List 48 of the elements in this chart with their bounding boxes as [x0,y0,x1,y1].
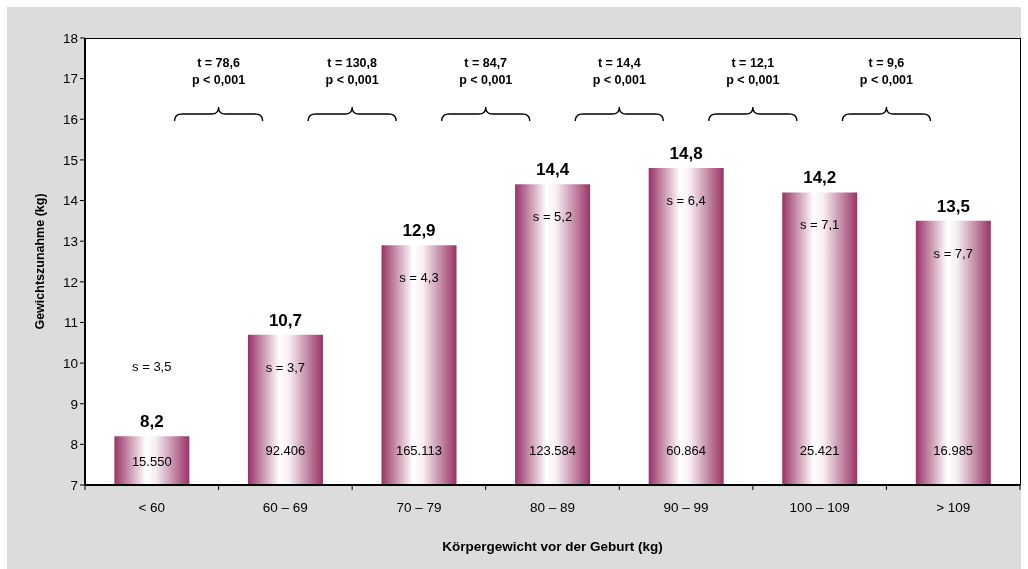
annotation: 165.113 [395,442,442,458]
annotation: t = 9,6 p < 0,001 [859,56,914,87]
annotation: 60.864 [666,442,706,458]
data-label: 14,8 [669,144,703,164]
data-label: 14,4 [536,160,570,180]
y-tick-label: 14 [62,193,79,209]
y-tick-label: 13 [62,233,78,249]
y-tick-label: 17 [62,71,78,87]
x-tick-label: 70 – 79 [396,499,442,515]
y-tick-label: 11 [63,315,78,331]
annotation: 123.584 [529,442,576,458]
annotation: 92.406 [265,442,306,458]
annotation: s = 5,2 [532,208,573,224]
data-label: 12,9 [402,221,436,241]
x-tick-label: 60 – 69 [262,499,308,515]
y-tick-label: 8 [70,437,78,453]
y-tick-label: 18 [62,30,78,46]
annotation: t = 14,4 p < 0,001 [592,56,646,87]
annotation: t = 84,7 p < 0,001 [459,56,513,87]
annotation: 16.985 [933,442,974,458]
data-label: 14,2 [803,168,837,188]
annotation: t = 12,1 p < 0,001 [726,56,780,87]
annotation: s = 7,1 [799,216,840,232]
x-tick-label: 90 – 99 [663,499,709,515]
x-axis-title: Körpergewicht vor der Geburt (kg) [442,539,663,554]
x-tick-label: < 60 [138,499,166,515]
annotation: s = 7,7 [933,245,973,261]
y-tick-label: 16 [62,112,78,128]
data-label: 10,7 [268,310,302,330]
annotation: s = 4,3 [399,269,439,285]
annotation: t = 130,8 p < 0,001 [325,56,379,87]
y-tick-label: 12 [62,274,78,290]
data-label: 13,5 [936,196,970,216]
x-tick-label: 80 – 89 [529,499,576,515]
y-tick-label: 9 [70,396,78,412]
annotation: t = 78,6 p < 0,001 [191,56,246,87]
annotation: s = 3,5 [132,358,172,374]
y-tick-label: 10 [62,355,78,371]
data-label: 8,2 [140,412,164,432]
annotation: 25.421 [799,442,840,458]
x-tick-label: > 109 [936,499,971,515]
y-tick-label: 7 [70,477,78,493]
x-tick-label: 100 – 109 [789,499,850,515]
y-axis-title: Gewichtszunahme (kg) [33,193,47,330]
y-tick-label: 15 [62,152,78,168]
annotation: 15.550 [131,453,172,469]
annotation: s = 6,4 [666,192,706,208]
annotation: s = 3,7 [265,359,306,375]
